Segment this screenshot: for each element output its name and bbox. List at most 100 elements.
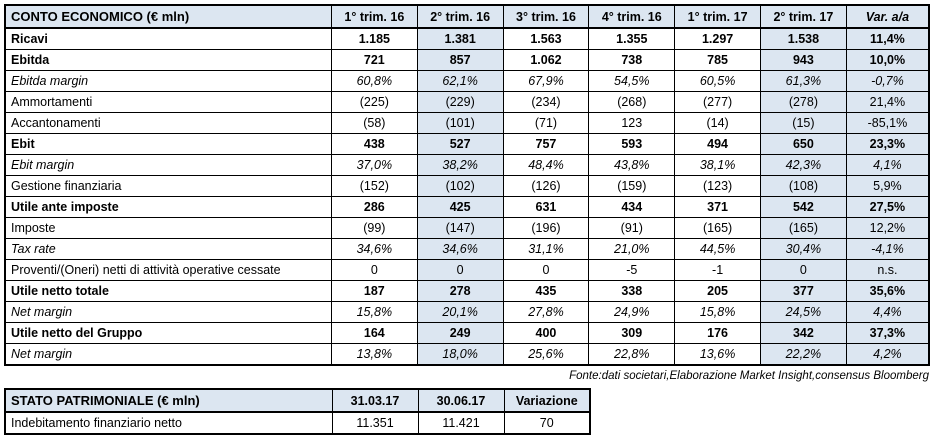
table-row: Indebitamento finanziario netto 11.351 11.… (4, 411, 591, 435)
value-cell: 1.538 (760, 27, 847, 50)
value-cell: 43,8% (588, 154, 676, 176)
income-table-body: Ricavi 1.185 1.381 1.563 1.355 1.297 1.538 11,4… (4, 27, 930, 366)
value-cell: n.s. (845, 259, 930, 281)
value-cell: -5 (588, 259, 676, 281)
value-cell: 54,5% (588, 70, 676, 92)
value-cell: (196) (502, 217, 590, 239)
value-cell: (229) (416, 91, 504, 113)
table-row: Ammortamenti (225) (229) (234) (268) (277) (27… (4, 91, 930, 113)
value-cell: 1.185 (330, 27, 418, 50)
value-cell: 278 (416, 280, 504, 302)
value-cell: (108) (760, 175, 847, 197)
value-cell: 0 (502, 259, 590, 281)
value-cell: 31,1% (502, 238, 590, 260)
value-cell: (277) (674, 91, 761, 113)
value-cell: 60,8% (330, 70, 418, 92)
balance-sheet-table: STATO PATRIMONIALE (€ mln) 31.03.17 30.0… (4, 388, 591, 435)
value-cell: 22,2% (760, 343, 847, 366)
column-header-variazione: Variazione (503, 388, 591, 413)
value-cell: 11.421 (417, 411, 505, 435)
value-cell: (71) (502, 112, 590, 134)
value-cell: 11.351 (331, 411, 419, 435)
value-cell: 371 (674, 196, 761, 218)
value-cell: 37,0% (330, 154, 418, 176)
column-header-q3-16: 3° trim. 16 (502, 4, 590, 29)
row-label: Indebitamento finanziario netto (4, 411, 333, 435)
value-cell: 25,6% (502, 343, 590, 366)
table-row: Ebitda margin 60,8% 62,1% 67,9% 54,5% 60,5% 61… (4, 70, 930, 92)
value-cell: 425 (416, 196, 504, 218)
value-cell: 27,8% (502, 301, 590, 323)
value-cell: 12,2% (845, 217, 930, 239)
column-header-var-yoy: Var. a/a (845, 4, 930, 29)
value-cell: 24,5% (760, 301, 847, 323)
row-label: Gestione finanziaria (4, 175, 332, 197)
value-cell: 943 (760, 49, 847, 71)
value-cell: (15) (760, 112, 847, 134)
value-cell: 785 (674, 49, 761, 71)
value-cell: 721 (330, 49, 418, 71)
table-row: Accantonamenti (58) (101) (71) 123 (14) (15) -8… (4, 112, 930, 134)
value-cell: (165) (760, 217, 847, 239)
value-cell: 123 (588, 112, 676, 134)
row-label: Ammortamenti (4, 91, 332, 113)
value-cell: 38,2% (416, 154, 504, 176)
row-label: Ebitda (4, 49, 332, 71)
table-row: Gestione finanziaria (152) (102) (126) (159)… (4, 175, 930, 197)
source-note: Fonte:dati societari,Elaborazione Market… (569, 370, 929, 382)
row-label: Net margin (4, 343, 332, 366)
table-row: Utile ante imposte 286 425 631 434 371 542 27,5… (4, 196, 930, 218)
table-row: Ricavi 1.185 1.381 1.563 1.355 1.297 1.538 11,4… (4, 27, 930, 50)
value-cell: 67,9% (502, 70, 590, 92)
value-cell: 400 (502, 322, 590, 344)
value-cell: 34,6% (416, 238, 504, 260)
table-row: Utile netto del Gruppo 164 249 400 309 176 342… (4, 322, 930, 344)
table-row: Ebitda 721 857 1.062 738 785 943 10,0% (4, 49, 930, 71)
value-cell: 738 (588, 49, 676, 71)
value-cell: 30,4% (760, 238, 847, 260)
value-cell: 20,1% (416, 301, 504, 323)
value-cell: 438 (330, 133, 418, 155)
table-row: Imposte (99) (147) (196) (91) (165) (165) 12,2% (4, 217, 930, 239)
value-cell: 23,3% (845, 133, 930, 155)
value-cell: 286 (330, 196, 418, 218)
value-cell: 22,8% (588, 343, 676, 366)
value-cell: 38,1% (674, 154, 761, 176)
value-cell: 21,4% (845, 91, 930, 113)
row-label: Ricavi (4, 27, 332, 50)
value-cell: 24,9% (588, 301, 676, 323)
column-header-30-06-17: 30.06.17 (417, 388, 505, 413)
value-cell: 205 (674, 280, 761, 302)
value-cell: (123) (674, 175, 761, 197)
value-cell: 164 (330, 322, 418, 344)
value-cell: 593 (588, 133, 676, 155)
value-cell: (278) (760, 91, 847, 113)
column-header-q2-17: 2° trim. 17 (760, 4, 847, 29)
row-label: Ebit (4, 133, 332, 155)
row-label: Accantonamenti (4, 112, 332, 134)
value-cell: 48,4% (502, 154, 590, 176)
value-cell: 249 (416, 322, 504, 344)
row-label: Utile netto del Gruppo (4, 322, 332, 344)
value-cell: -85,1% (845, 112, 930, 134)
value-cell: 1.381 (416, 27, 504, 50)
value-cell: (147) (416, 217, 504, 239)
value-cell: 4,1% (845, 154, 930, 176)
value-cell: 44,5% (674, 238, 761, 260)
value-cell: 70 (503, 411, 591, 435)
table-row: Proventi/(Oneri) netti di attività opera… (4, 259, 930, 281)
value-cell: 435 (502, 280, 590, 302)
row-label: Ebitda margin (4, 70, 332, 92)
value-cell: 18,0% (416, 343, 504, 366)
value-cell: 757 (502, 133, 590, 155)
row-label: Proventi/(Oneri) netti di attività opera… (4, 259, 332, 281)
value-cell: 1.355 (588, 27, 676, 50)
value-cell: 1.297 (674, 27, 761, 50)
table-row: Ebit 438 527 757 593 494 650 23,3% (4, 133, 930, 155)
value-cell: 309 (588, 322, 676, 344)
value-cell: (102) (416, 175, 504, 197)
column-header-q2-16: 2° trim. 16 (416, 4, 504, 29)
value-cell: 631 (502, 196, 590, 218)
value-cell: 342 (760, 322, 847, 344)
table-row: Net margin 13,8% 18,0% 25,6% 22,8% 13,6% 22,2%… (4, 343, 930, 366)
